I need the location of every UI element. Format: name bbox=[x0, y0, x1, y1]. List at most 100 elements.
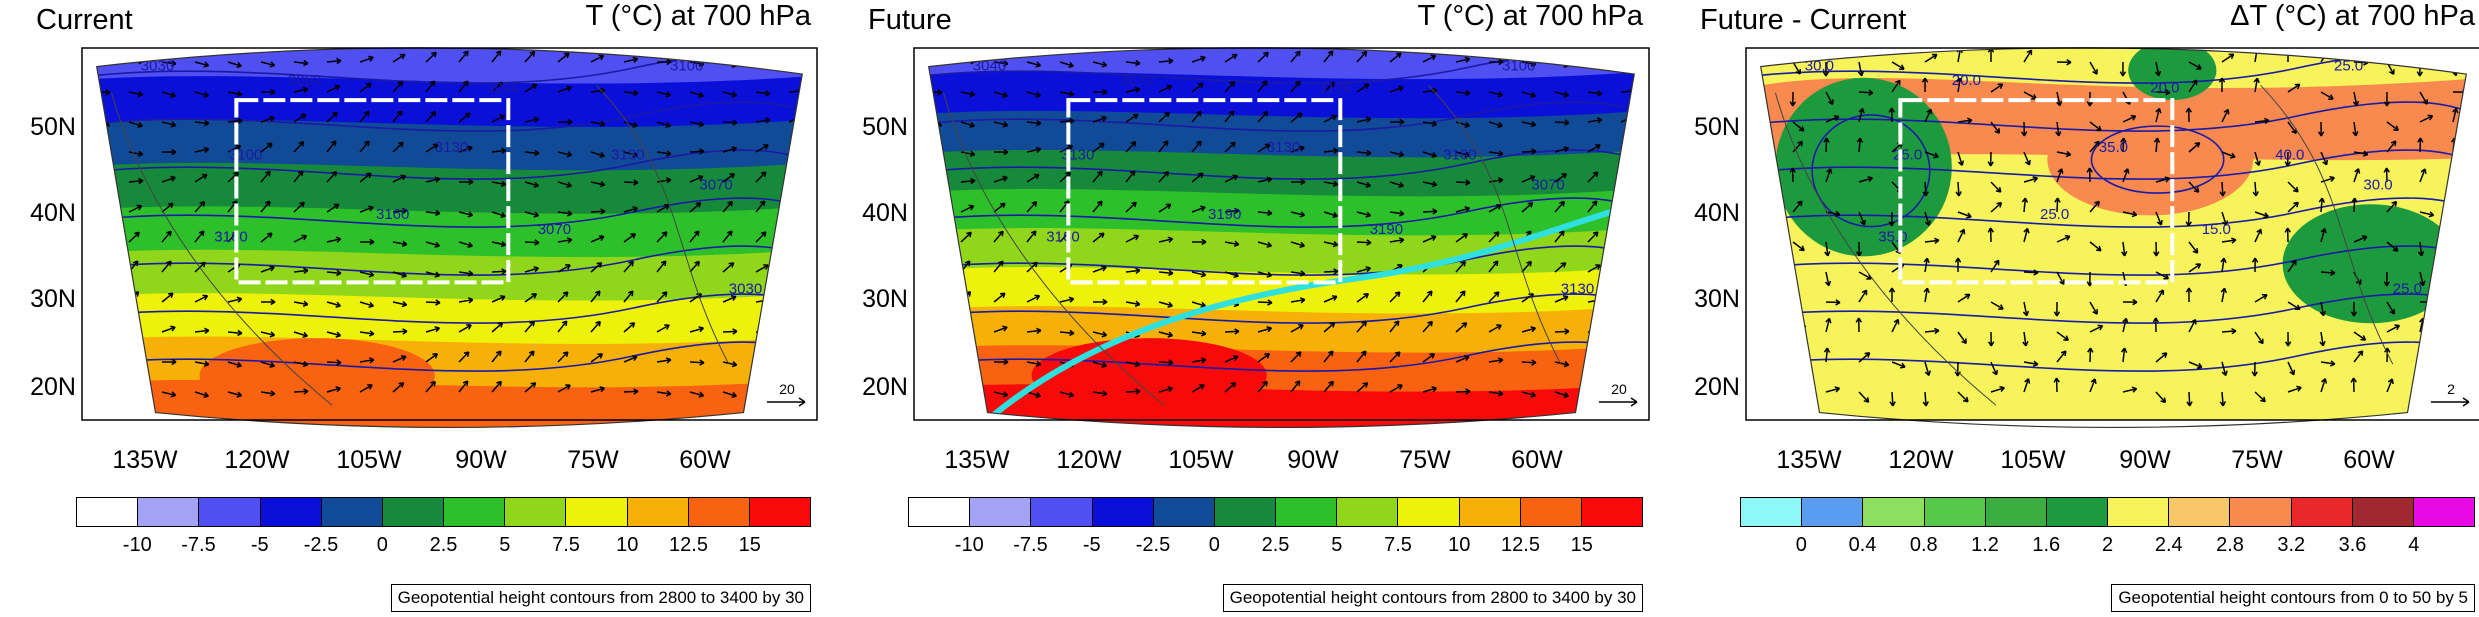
wind-vector bbox=[392, 355, 407, 363]
wind-vector-head bbox=[665, 390, 672, 397]
wind-vector bbox=[128, 121, 143, 127]
wind-vector bbox=[260, 266, 275, 273]
wind-vector-head bbox=[797, 331, 803, 338]
wind-vector bbox=[1587, 91, 1602, 95]
wind-vector bbox=[2221, 330, 2237, 333]
wind-vector-head bbox=[1833, 115, 1840, 121]
wind-vector bbox=[1323, 380, 1334, 393]
height-contour bbox=[96, 101, 803, 132]
wind-vector-head bbox=[1987, 227, 1994, 233]
wind-vector-head bbox=[398, 141, 404, 148]
wind-vector-head bbox=[467, 241, 473, 249]
wind-vector-head bbox=[964, 260, 971, 267]
wind-vector-head bbox=[2185, 287, 2193, 293]
wind-vector-head bbox=[1596, 117, 1603, 124]
wind-vector-head bbox=[2022, 340, 2029, 347]
wind-vector-head bbox=[401, 300, 408, 308]
wind-vector-head bbox=[1098, 232, 1105, 239]
wind-vector-head bbox=[298, 141, 305, 147]
wind-vector-head bbox=[2394, 324, 2401, 331]
wind-vector-head bbox=[138, 389, 144, 397]
longitude-label: 90W bbox=[1287, 446, 1339, 474]
wind-vector-head bbox=[1365, 116, 1372, 123]
wind-vector-head bbox=[665, 177, 672, 184]
wind-vector bbox=[2023, 177, 2038, 183]
wind-vector bbox=[1191, 358, 1206, 363]
wind-vector-head bbox=[1426, 290, 1433, 297]
wind-vector-head bbox=[1861, 289, 1868, 296]
wind-vector-head bbox=[2060, 350, 2067, 357]
wind-vector bbox=[392, 141, 404, 153]
wind-vector bbox=[1858, 271, 1872, 280]
wind-vector bbox=[788, 331, 803, 337]
wind-vector-head bbox=[1036, 327, 1042, 335]
wind-vector-head bbox=[1955, 191, 1962, 197]
wind-vector bbox=[2089, 301, 2098, 315]
wind-vector-head bbox=[2293, 201, 2299, 208]
wind-vector-head bbox=[1035, 61, 1042, 68]
wind-vector bbox=[1092, 331, 1107, 337]
wind-vector-head bbox=[1266, 326, 1272, 333]
longitude-label: 120W bbox=[224, 446, 290, 474]
wind-vector-head bbox=[301, 234, 308, 241]
wind-vector-head bbox=[1365, 266, 1371, 273]
wind-vector-head bbox=[999, 292, 1006, 299]
wind-vector-head bbox=[529, 50, 536, 57]
contour-label: 3100 bbox=[229, 147, 262, 164]
wind-vector bbox=[1455, 58, 1470, 63]
wind-vector-head bbox=[661, 291, 668, 298]
wind-vector-head bbox=[2130, 114, 2137, 121]
colorbar-label: 10 bbox=[616, 534, 639, 556]
wind-vector bbox=[1554, 361, 1569, 366]
wind-vector bbox=[788, 233, 801, 243]
wind-vector-head bbox=[1399, 118, 1405, 126]
wind-vector-head bbox=[764, 330, 771, 337]
wind-vector bbox=[1858, 391, 1870, 403]
wind-vector bbox=[1026, 361, 1041, 366]
wind-vector bbox=[1356, 350, 1367, 363]
wind-vector-head bbox=[795, 233, 802, 239]
wind-vector-head bbox=[1560, 262, 1567, 268]
colorbar-label: 5 bbox=[1331, 534, 1343, 556]
wind-vector bbox=[1191, 384, 1205, 393]
wind-vector-head bbox=[562, 351, 569, 358]
colorbar-swatch bbox=[1863, 498, 1925, 526]
contour-label: 3130 bbox=[1061, 147, 1094, 164]
colorbar-label: 2 bbox=[2101, 534, 2114, 556]
wind-vector-head bbox=[330, 140, 337, 147]
colorbar-label: -5 bbox=[250, 534, 269, 556]
wind-vector-head bbox=[1065, 171, 1071, 178]
wind-vector-head bbox=[1563, 391, 1569, 399]
wind-vector-head bbox=[1361, 50, 1368, 57]
wind-vector bbox=[524, 83, 538, 93]
wind-vector-head bbox=[2317, 131, 2325, 137]
wind-vector bbox=[1158, 203, 1172, 213]
wind-vector bbox=[2188, 263, 2201, 273]
wind-vector bbox=[293, 301, 308, 306]
wind-vector-head bbox=[170, 325, 176, 332]
wind-vector-head bbox=[1132, 113, 1139, 120]
wind-vector-head bbox=[1299, 211, 1306, 218]
wind-vector bbox=[960, 231, 972, 243]
domain-outline bbox=[96, 47, 803, 429]
wind-vector bbox=[1059, 145, 1073, 153]
wind-vector-head bbox=[200, 261, 206, 268]
wind-vector bbox=[1092, 266, 1107, 273]
wind-vector-head bbox=[138, 177, 144, 185]
wind-vector bbox=[227, 119, 243, 123]
wind-vector-head bbox=[496, 380, 502, 387]
wind-vector bbox=[96, 290, 106, 303]
wind-vector-head bbox=[396, 110, 403, 117]
wind-vector-head bbox=[1823, 137, 1830, 143]
wind-vector bbox=[1158, 85, 1172, 93]
wind-vector bbox=[1488, 151, 1503, 155]
wind-vector bbox=[359, 140, 370, 153]
wind-vector-head bbox=[1331, 295, 1338, 301]
wind-vector-head bbox=[2186, 401, 2193, 407]
wind-vector bbox=[194, 148, 209, 153]
wind-vector-head bbox=[1003, 148, 1009, 156]
wind-vector bbox=[2122, 115, 2137, 123]
wind-vector bbox=[1191, 206, 1206, 213]
wind-vector-head bbox=[270, 88, 276, 96]
wind-vector bbox=[359, 110, 370, 123]
